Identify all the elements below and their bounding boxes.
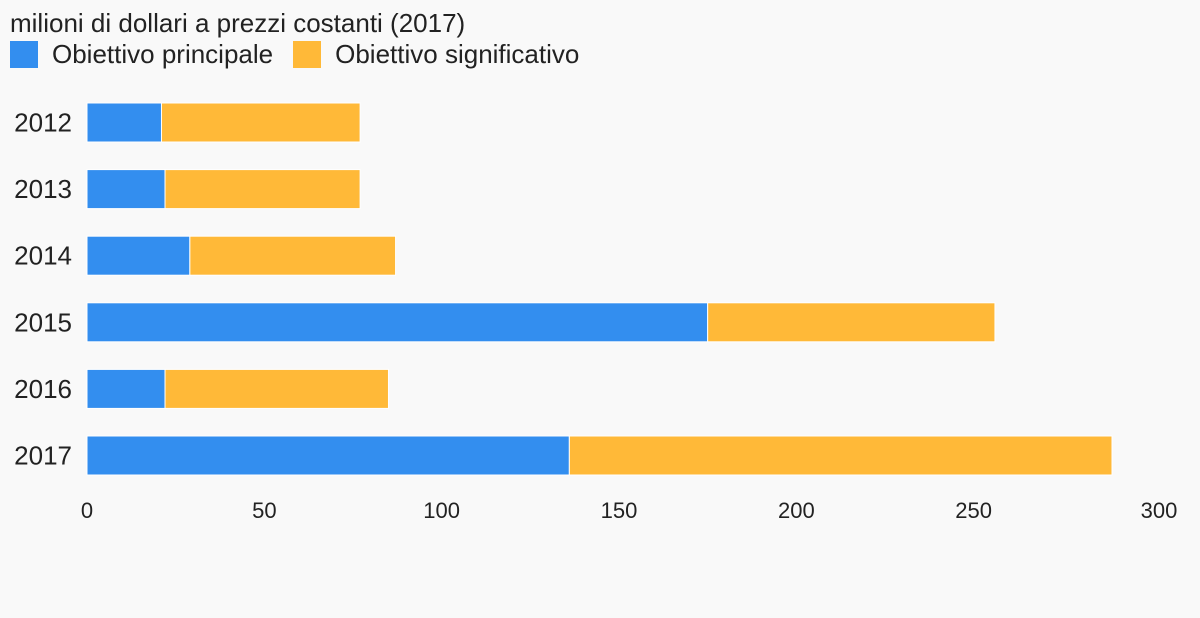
category-label-2012: 2012 [14,108,72,138]
x-tick-label-200: 200 [778,498,815,523]
x-tick-label-50: 50 [252,498,276,523]
legend-swatch-significativo [293,40,322,68]
category-label-2017: 2017 [14,441,72,471]
legend-item-principale[interactable]: Obiettivo principale [10,39,273,69]
bar-2013-significativo[interactable] [164,169,361,210]
bar-2016-principale[interactable] [86,368,166,409]
x-tick-label-250: 250 [955,498,992,523]
bar-2017-principale[interactable] [86,435,570,476]
bar-2012-principale[interactable] [86,102,162,143]
bar-2014-significativo[interactable] [189,235,397,276]
bar-2015-significativo[interactable] [707,302,996,343]
category-label-2013: 2013 [14,174,72,204]
category-label-2015: 2015 [14,307,72,337]
bar-2016-significativo[interactable] [164,368,389,409]
legend-item-significativo[interactable]: Obiettivo significativo [293,39,579,69]
legend-label-significativo: Obiettivo significativo [335,39,580,69]
bar-2013-principale[interactable] [86,169,166,210]
x-tick-label-150: 150 [601,498,638,523]
category-label-2014: 2014 [14,241,72,271]
category-label-2016: 2016 [14,374,72,404]
x-tick-label-300: 300 [1141,498,1178,523]
x-tick-label-100: 100 [423,498,460,523]
legend-label-principale: Obiettivo principale [52,39,274,69]
chart-title: milioni di dollari a prezzi costanti (20… [10,8,466,38]
bar-2017-significativo[interactable] [568,435,1113,476]
bar-2012-significativo[interactable] [160,102,361,143]
bar-2015-principale[interactable] [86,302,709,343]
legend: Obiettivo principale Obiettivo significa… [10,38,599,70]
bar-2014-principale[interactable] [86,235,191,276]
x-tick-label-0: 0 [81,498,93,523]
legend-swatch-principale [10,40,38,68]
